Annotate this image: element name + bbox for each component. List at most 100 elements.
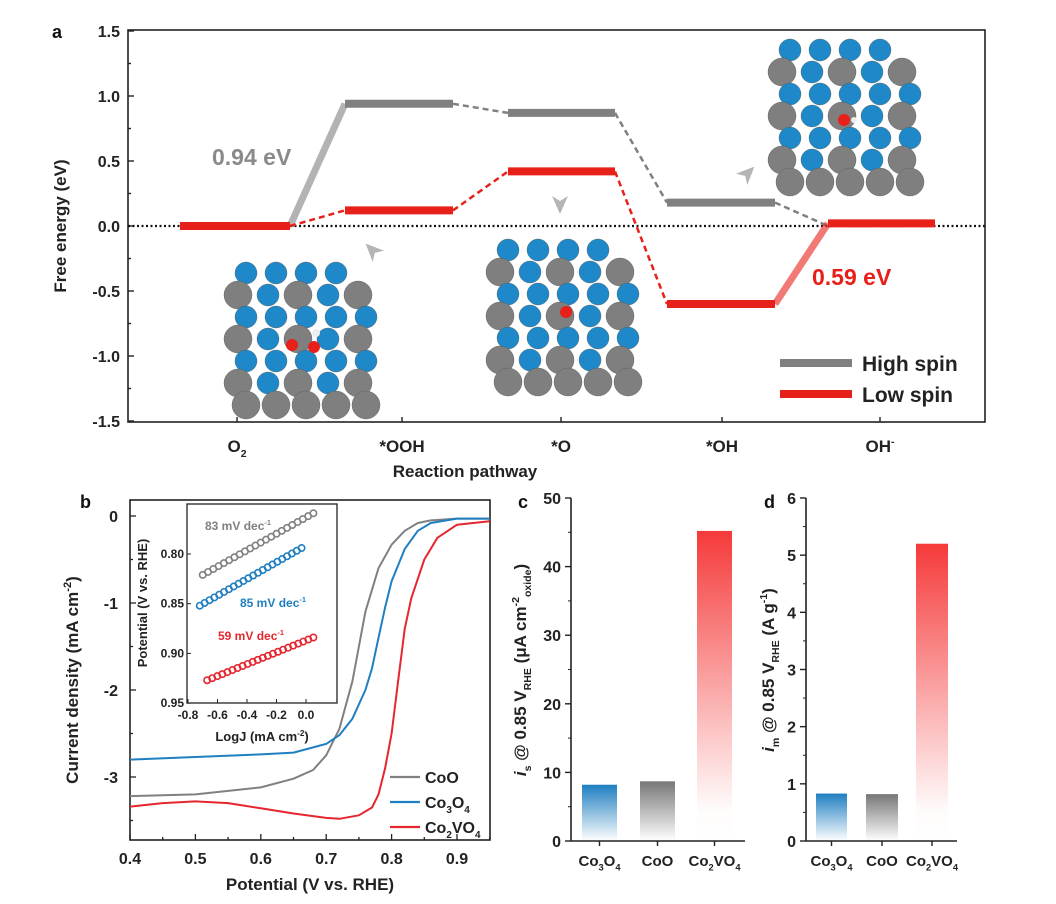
v-atom <box>616 282 640 306</box>
v-atom <box>256 283 280 307</box>
v-atom <box>234 305 258 329</box>
y-tick-label: -1.0 <box>92 349 120 366</box>
v-atom <box>294 261 318 285</box>
inset-data-point <box>309 633 318 642</box>
x-category-label: *O <box>551 437 571 456</box>
v-atom <box>868 126 892 150</box>
co-atom <box>887 57 917 87</box>
panel-label-a: a <box>52 22 63 42</box>
y-tick-label: 0.5 <box>98 154 120 171</box>
legend-label: Low spin <box>862 384 953 407</box>
y-tick-label: 5 <box>787 548 796 565</box>
y-tick-label: 50 <box>543 491 561 508</box>
v-atom <box>800 104 824 128</box>
x-category-label: *OOH <box>379 437 424 456</box>
inset-x-tick-label: -0.6 <box>207 708 228 722</box>
y-axis-label: Current density (mA cm-2) <box>62 576 82 784</box>
v-atom <box>324 261 348 285</box>
v-atom <box>256 371 280 395</box>
rate-limiting-step <box>772 221 831 306</box>
arrow-icon <box>552 196 568 214</box>
inset-tafel-slope-label: 83 mV dec-1 <box>205 518 271 533</box>
v-atom <box>898 126 922 150</box>
inset-y-tick-label: 0.95 <box>161 696 185 710</box>
inset-data-point <box>297 544 306 553</box>
x-axis-label: Reaction pathway <box>393 462 538 481</box>
v-atom <box>860 104 884 128</box>
co-atom <box>485 301 515 331</box>
co-atom <box>351 390 381 420</box>
co-atom <box>343 280 373 310</box>
co-atom <box>895 167 925 197</box>
v-atom <box>518 304 542 328</box>
curve-CoO <box>129 517 490 798</box>
co-atom <box>545 257 575 287</box>
y-tick-label: 6 <box>787 491 796 508</box>
inset-x-tick-label: -0.4 <box>237 708 258 722</box>
curve-Co2VO4 <box>129 520 490 820</box>
x-category-label: OH- <box>865 436 895 456</box>
legend-label: Co2VO4 <box>425 820 481 841</box>
y-tick-label: 0 <box>552 834 561 851</box>
v-atom <box>800 148 824 172</box>
v-atom <box>264 305 288 329</box>
connector-dashed <box>613 170 669 305</box>
barrier-label-high-spin: 0.94 eV <box>212 144 292 170</box>
v-atom <box>586 238 610 262</box>
panel-c-specific-activity: 0 10 20 30 40 50 Co3O4 CoO Co2VO4 is @ 0.85 VRHE … <box>510 491 745 873</box>
v-atom <box>354 349 378 373</box>
x-category-label: CoO <box>866 853 898 870</box>
connector-dashed <box>774 201 829 228</box>
v-atom <box>526 282 550 306</box>
y-tick-label: 40 <box>543 560 561 577</box>
bar-CoO <box>640 781 675 841</box>
co-atom <box>261 390 291 420</box>
y-tick-label: 0.0 <box>98 219 120 236</box>
v-atom <box>496 238 520 262</box>
v-atom <box>578 348 602 372</box>
y-tick-label: 0 <box>787 834 796 851</box>
legend-label: CoO <box>425 770 459 787</box>
co-atom <box>767 101 797 131</box>
v-atom <box>778 38 802 62</box>
co-atom <box>493 367 523 397</box>
y-axis-label: Free energy (eV) <box>51 159 70 292</box>
x-category-label: Co2VO4 <box>688 853 741 873</box>
x-category-label: O2 <box>227 437 246 460</box>
co-atom <box>343 324 373 354</box>
y-tick-label: -1.5 <box>92 414 120 431</box>
v-atom <box>294 305 318 329</box>
x-tick-label: 0.5 <box>184 851 206 868</box>
v-atom <box>234 349 258 373</box>
v-atom <box>324 349 348 373</box>
v-atom <box>518 348 542 372</box>
x-tick-label: 0.6 <box>250 851 272 868</box>
bar-Co3O4 <box>582 784 617 841</box>
v-atom <box>234 261 258 285</box>
panel-d-mass-activity: 0 1 2 3 4 5 6 Co3O4 CoO Co2VO4 im @ 0.85 VRHE (A g… <box>758 491 959 873</box>
v-atom <box>586 282 610 306</box>
x-tick-label: 0.8 <box>380 851 402 868</box>
bar-Co3O4 <box>816 793 847 841</box>
x-axis-label: Potential (V vs. RHE) <box>226 875 394 894</box>
x-tick-label: 0.7 <box>315 851 337 868</box>
inset-x-tick-label: -0.2 <box>266 708 287 722</box>
v-atom <box>526 326 550 350</box>
v-atom <box>838 126 862 150</box>
x-tick-label: 0.9 <box>446 851 468 868</box>
v-atom <box>556 238 580 262</box>
co-atom <box>835 167 865 197</box>
connector-dashed <box>613 112 669 204</box>
slab-structure-image <box>767 38 925 197</box>
bar-CoO <box>866 794 898 841</box>
co-atom <box>321 390 351 420</box>
v-atom <box>808 82 832 106</box>
x-category-label: CoO <box>642 853 674 870</box>
plot-frame <box>129 499 491 841</box>
slab-structure-image <box>485 238 643 397</box>
co-atom <box>865 167 895 197</box>
v-atom <box>868 38 892 62</box>
v-atom <box>860 148 884 172</box>
